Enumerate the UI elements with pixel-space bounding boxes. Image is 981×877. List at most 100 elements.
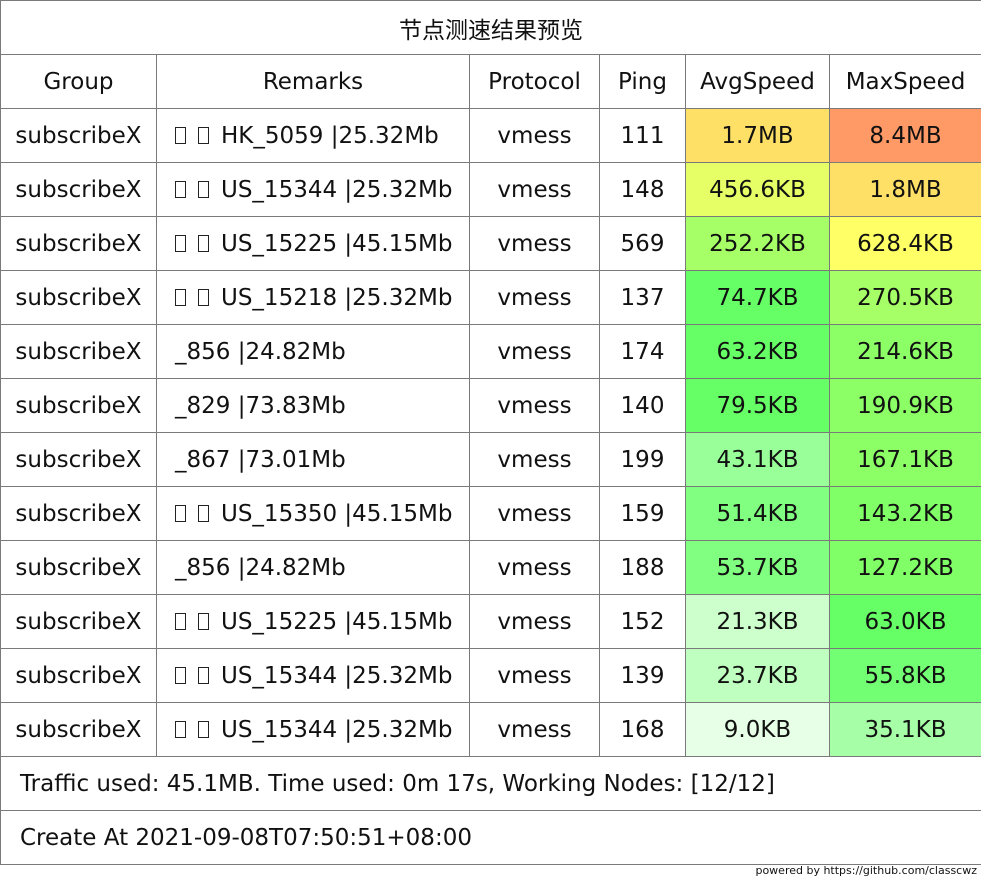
ping-cell: 174 <box>599 324 686 379</box>
flag-glyph-icon <box>175 288 186 306</box>
group-cell: subscribeX <box>0 108 157 163</box>
table-title: 节点测速结果预览 <box>0 0 981 55</box>
column-header-remarks: Remarks <box>156 54 470 109</box>
maxspeed-cell: 55.8KB <box>828 648 981 703</box>
maxspeed-cell: 270.5KB <box>828 270 981 325</box>
flag-glyph-icon <box>175 234 186 252</box>
remarks-cell: US_15225 |45.15Mb <box>156 594 470 649</box>
create-at: Create At 2021-09-08T07:50:51+08:00 <box>0 810 981 865</box>
protocol-cell: vmess <box>469 594 600 649</box>
group-cell: subscribeX <box>0 486 157 541</box>
flag-glyph-icon <box>198 504 209 522</box>
maxspeed-cell: 628.4KB <box>828 216 981 271</box>
remarks-text: US_15225 |45.15Mb <box>221 608 453 635</box>
remarks-text: US_15218 |25.32Mb <box>221 284 453 311</box>
remarks-cell: _856 |24.82Mb <box>156 324 470 379</box>
ping-cell: 111 <box>599 108 686 163</box>
protocol-cell: vmess <box>469 162 600 217</box>
protocol-cell: vmess <box>469 540 600 595</box>
maxspeed-cell: 1.8MB <box>828 162 981 217</box>
ping-cell: 139 <box>599 648 686 703</box>
result-rows: subscribeX HK_5059 |25.32Mb vmess 111 1.7MB 8… <box>0 108 981 757</box>
table-row: subscribeX US_15218 |25.32Mb vmess 137 74.7K… <box>0 270 981 325</box>
group-cell: subscribeX <box>0 432 157 487</box>
avgspeed-cell: 74.7KB <box>685 270 830 325</box>
remarks-text: US_15344 |25.32Mb <box>221 716 453 743</box>
avgspeed-cell: 1.7MB <box>685 108 830 163</box>
table-row: subscribeX _829 |73.83Mb vmess 140 79.5KB 190… <box>0 378 981 433</box>
group-cell: subscribeX <box>0 162 157 217</box>
group-cell: subscribeX <box>0 378 157 433</box>
remarks-text: US_15225 |45.15Mb <box>221 230 453 257</box>
remarks-text: US_15350 |45.15Mb <box>221 500 453 527</box>
remarks-cell: US_15344 |25.32Mb <box>156 702 470 757</box>
column-header-ping: Ping <box>599 54 686 109</box>
maxspeed-cell: 190.9KB <box>828 378 981 433</box>
remarks-text: US_15344 |25.32Mb <box>221 176 453 203</box>
remarks-cell: _856 |24.82Mb <box>156 540 470 595</box>
column-header-group: Group <box>0 54 157 109</box>
avgspeed-cell: 51.4KB <box>685 486 830 541</box>
maxspeed-cell: 8.4MB <box>828 108 981 163</box>
flag-glyph-icon <box>175 612 186 630</box>
flag-glyph-icon <box>198 180 209 198</box>
avgspeed-cell: 43.1KB <box>685 432 830 487</box>
table-row: subscribeX _867 |73.01Mb vmess 199 43.1KB 167… <box>0 432 981 487</box>
avgspeed-cell: 21.3KB <box>685 594 830 649</box>
flag-glyph-icon <box>175 504 186 522</box>
flag-glyph-icon <box>198 288 209 306</box>
remarks-text: _856 |24.82Mb <box>175 554 346 581</box>
flag-glyph-icon <box>175 720 186 738</box>
avgspeed-cell: 79.5KB <box>685 378 830 433</box>
maxspeed-cell: 35.1KB <box>828 702 981 757</box>
remarks-text: _867 |73.01Mb <box>175 446 346 473</box>
ping-cell: 569 <box>599 216 686 271</box>
header-row: Group Remarks Protocol Ping AvgSpeed Max… <box>0 54 981 109</box>
protocol-cell: vmess <box>469 432 600 487</box>
maxspeed-cell: 127.2KB <box>828 540 981 595</box>
table-row: subscribeX US_15344 |25.32Mb vmess 148 456.6… <box>0 162 981 217</box>
remarks-cell: US_15218 |25.32Mb <box>156 270 470 325</box>
protocol-cell: vmess <box>469 270 600 325</box>
table-row: subscribeX US_15344 |25.32Mb vmess 168 9.0KB… <box>0 702 981 757</box>
remarks-cell: HK_5059 |25.32Mb <box>156 108 470 163</box>
remarks-text: _856 |24.82Mb <box>175 338 346 365</box>
remarks-cell: US_15344 |25.32Mb <box>156 162 470 217</box>
title-row: 节点测速结果预览 <box>0 0 981 55</box>
ping-cell: 137 <box>599 270 686 325</box>
table-row: subscribeX US_15344 |25.32Mb vmess 139 23.7K… <box>0 648 981 703</box>
remarks-cell: _829 |73.83Mb <box>156 378 470 433</box>
group-cell: subscribeX <box>0 648 157 703</box>
avgspeed-cell: 63.2KB <box>685 324 830 379</box>
avgspeed-cell: 252.2KB <box>685 216 830 271</box>
group-cell: subscribeX <box>0 540 157 595</box>
create-row: Create At 2021-09-08T07:50:51+08:00 <box>0 810 981 865</box>
remarks-cell: US_15225 |45.15Mb <box>156 216 470 271</box>
avgspeed-cell: 9.0KB <box>685 702 830 757</box>
remarks-cell: US_15350 |45.15Mb <box>156 486 470 541</box>
flag-glyph-icon <box>198 234 209 252</box>
remarks-cell: US_15344 |25.32Mb <box>156 648 470 703</box>
group-cell: subscribeX <box>0 594 157 649</box>
protocol-cell: vmess <box>469 324 600 379</box>
ping-cell: 199 <box>599 432 686 487</box>
remarks-text: US_15344 |25.32Mb <box>221 662 453 689</box>
group-cell: subscribeX <box>0 324 157 379</box>
avgspeed-cell: 456.6KB <box>685 162 830 217</box>
flag-glyph-icon <box>198 126 209 144</box>
remarks-text: HK_5059 |25.32Mb <box>221 122 439 149</box>
powered-by-note: powered by https://github.com/classcwz <box>755 864 977 877</box>
group-cell: subscribeX <box>0 216 157 271</box>
remarks-cell: _867 |73.01Mb <box>156 432 470 487</box>
flag-glyph-icon <box>198 612 209 630</box>
table-row: subscribeX US_15350 |45.15Mb vmess 159 51.4K… <box>0 486 981 541</box>
protocol-cell: vmess <box>469 108 600 163</box>
ping-cell: 159 <box>599 486 686 541</box>
column-header-protocol: Protocol <box>469 54 600 109</box>
protocol-cell: vmess <box>469 486 600 541</box>
column-header-avgspeed: AvgSpeed <box>685 54 830 109</box>
flag-glyph-icon <box>175 180 186 198</box>
maxspeed-cell: 167.1KB <box>828 432 981 487</box>
protocol-cell: vmess <box>469 702 600 757</box>
